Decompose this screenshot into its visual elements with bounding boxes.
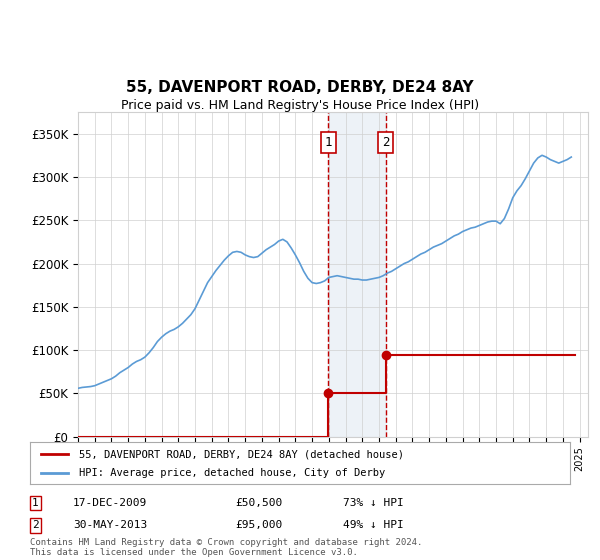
Text: £95,000: £95,000 xyxy=(235,520,283,530)
Text: £50,500: £50,500 xyxy=(235,498,283,508)
Text: 55, DAVENPORT ROAD, DERBY, DE24 8AY (detached house): 55, DAVENPORT ROAD, DERBY, DE24 8AY (det… xyxy=(79,449,404,459)
Text: 49% ↓ HPI: 49% ↓ HPI xyxy=(343,520,404,530)
Text: 17-DEC-2009: 17-DEC-2009 xyxy=(73,498,148,508)
Text: HPI: Average price, detached house, City of Derby: HPI: Average price, detached house, City… xyxy=(79,468,385,478)
Bar xyxy=(328,112,386,437)
Text: 1: 1 xyxy=(32,498,39,508)
Text: 55, DAVENPORT ROAD, DERBY, DE24 8AY: 55, DAVENPORT ROAD, DERBY, DE24 8AY xyxy=(126,80,474,95)
Text: 73% ↓ HPI: 73% ↓ HPI xyxy=(343,498,404,508)
Text: 2: 2 xyxy=(382,136,389,149)
Text: Price paid vs. HM Land Registry's House Price Index (HPI): Price paid vs. HM Land Registry's House … xyxy=(121,99,479,112)
Text: 30-MAY-2013: 30-MAY-2013 xyxy=(73,520,148,530)
Text: 1: 1 xyxy=(325,136,332,149)
Text: Contains HM Land Registry data © Crown copyright and database right 2024.
This d: Contains HM Land Registry data © Crown c… xyxy=(30,538,422,557)
Text: 2: 2 xyxy=(32,520,39,530)
